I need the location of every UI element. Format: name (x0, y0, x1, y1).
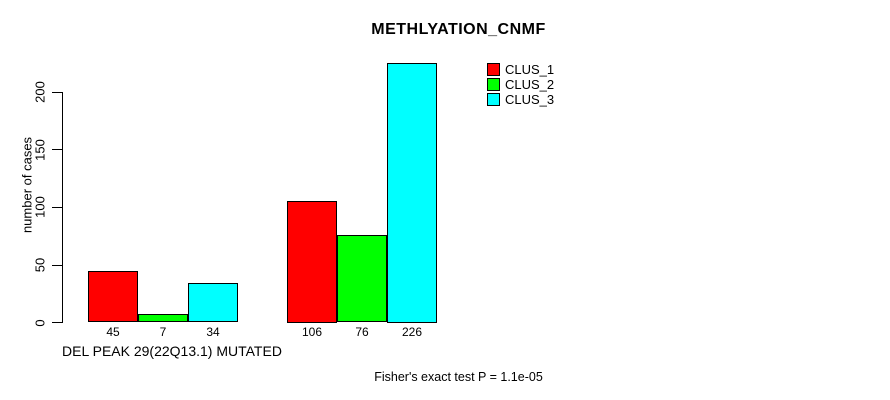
y-axis-tick-label: 0 (32, 318, 48, 327)
bar-clus_2-group1 (138, 314, 188, 323)
x-axis-label: DEL PEAK 29(22Q13.1) MUTATED (62, 343, 282, 359)
legend-swatch-icon (487, 63, 500, 76)
legend-row: CLUS_3 (487, 93, 554, 106)
legend-row: CLUS_2 (487, 78, 554, 91)
y-axis-tick (52, 149, 62, 151)
y-axis-tick-label: 200 (32, 81, 48, 104)
y-axis-tick (52, 322, 62, 323)
bar-clus_3-group1 (188, 283, 238, 323)
bar-value-label: 45 (106, 325, 120, 339)
stat-annotation: Fisher's exact test P = 1.1e-05 (374, 370, 543, 384)
bar-clus_2-group2 (337, 235, 387, 323)
bar-clus_1-group2 (287, 200, 337, 323)
y-axis-tick (52, 91, 62, 93)
chart-title: METHLYATION_CNMF (371, 21, 546, 38)
legend-row: CLUS_1 (487, 63, 554, 76)
y-axis-tick (52, 206, 62, 208)
legend-label: CLUS_2 (505, 77, 555, 92)
bar-value-label: 7 (159, 325, 167, 339)
legend-swatch-icon (487, 93, 500, 106)
y-axis-tick-label: 150 (32, 139, 48, 161)
y-axis-tick-label: 100 (32, 196, 48, 219)
legend: CLUS_1 CLUS_2 CLUS_3 (487, 63, 554, 108)
y-axis-tick (52, 264, 62, 266)
bar-value-label: 226 (401, 325, 423, 339)
legend-label: CLUS_3 (505, 92, 555, 107)
bar-value-label: 76 (355, 325, 369, 339)
bar-value-label: 106 (301, 325, 323, 339)
legend-swatch-icon (487, 78, 500, 91)
legend-label: CLUS_1 (505, 62, 555, 77)
y-axis-line (62, 92, 63, 323)
bar-clus_3-group2 (387, 62, 437, 323)
bar-clus_1-group1 (88, 270, 138, 323)
bar-value-label: 34 (206, 325, 220, 339)
y-axis-tick-label: 50 (32, 257, 48, 273)
